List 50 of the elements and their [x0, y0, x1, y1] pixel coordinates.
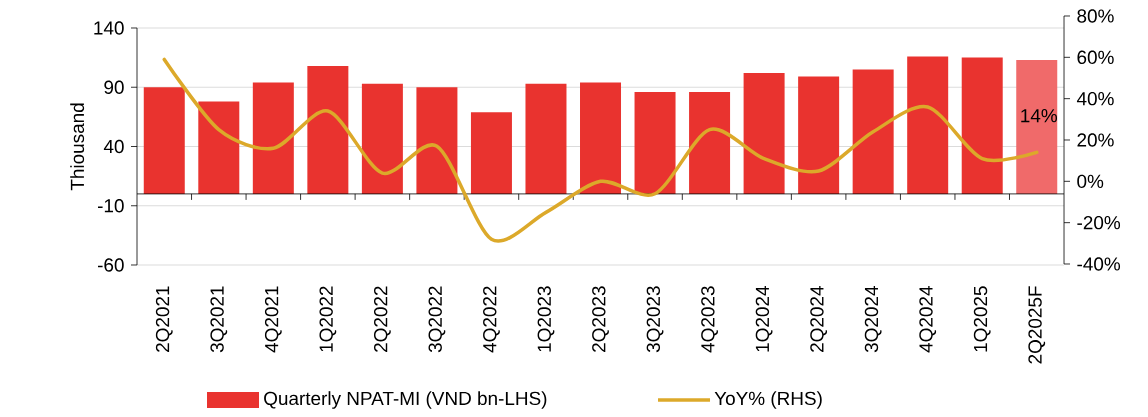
- x-tick-label: 4Q2024: [919, 286, 937, 353]
- bar: [416, 87, 458, 194]
- y-tick-label: 40: [103, 139, 124, 154]
- bar: [689, 91, 731, 194]
- y-tick-label: -10: [97, 199, 124, 213]
- y2-tick-label: 60%: [1077, 50, 1114, 65]
- y2-tick-label: -40%: [1077, 257, 1121, 271]
- x-tick-label: 2Q2025F: [1028, 286, 1046, 364]
- x-tick-label: 3Q2022: [428, 286, 446, 353]
- annotation: 14%: [1021, 109, 1058, 123]
- y2-tick-label: 20%: [1077, 133, 1114, 147]
- y2-tick-label: -20%: [1077, 215, 1121, 230]
- y-axis-title: Thiousand: [70, 103, 85, 191]
- y-tick-label: 140: [94, 21, 124, 35]
- x-tick-label: 1Q2025: [973, 286, 991, 352]
- x-tick-label: 3Q2021: [210, 286, 228, 353]
- y2-tick-label: 40%: [1076, 91, 1114, 106]
- x-tick-label: 1Q2022: [319, 286, 337, 352]
- y2-tick-label: 80%: [1077, 9, 1114, 23]
- y-tick-label: -60: [97, 258, 124, 272]
- legend-label: Quarterly NPAT-MI (VND bn-LHS): [264, 391, 547, 409]
- x-tick-label: 2Q2021: [155, 286, 173, 352]
- x-tick-label: 3Q2024: [864, 286, 882, 353]
- bar: [743, 73, 785, 194]
- bar: [470, 112, 512, 194]
- bar: [961, 57, 1003, 194]
- x-tick-label: 1Q2023: [537, 286, 555, 352]
- bar: [361, 83, 403, 194]
- x-tick-label: 2Q2022: [373, 286, 391, 352]
- bar: [798, 76, 840, 194]
- bar: [252, 82, 294, 194]
- y-tick-label: 90: [104, 80, 124, 94]
- x-tick-label: 4Q2023: [701, 286, 718, 353]
- x-tick-label: 4Q2022: [483, 286, 500, 353]
- y2-tick-label: 0%: [1077, 174, 1104, 189]
- bar: [525, 83, 567, 194]
- x-tick-label: 4Q2021: [264, 286, 282, 353]
- bar: [907, 56, 949, 194]
- bar: [198, 101, 240, 194]
- x-tick-label: 2Q2024: [810, 286, 828, 352]
- bar: [852, 69, 894, 194]
- bar: [580, 82, 622, 194]
- x-tick-label: 3Q2023: [646, 286, 664, 353]
- bar: [1016, 59, 1058, 194]
- bar: [307, 65, 349, 194]
- x-tick-label: 2Q2023: [592, 286, 609, 352]
- legend-label: YoY% (RHS): [714, 391, 822, 409]
- bar: [634, 91, 676, 194]
- bar: [143, 87, 185, 194]
- x-tick-label: 1Q2024: [755, 286, 773, 352]
